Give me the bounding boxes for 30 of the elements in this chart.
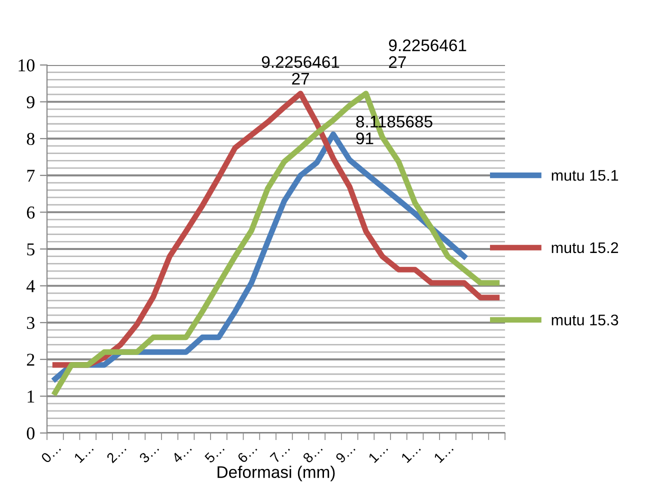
y-tick-label: 10 [18,59,35,72]
x-tick-label: 6… [236,442,258,464]
y-tick-label: 3 [27,316,34,330]
x-tick-label: 8… [302,442,323,464]
y-tick-label: 4 [26,280,35,292]
x-tick-label: 7… [270,443,290,464]
legend-label: mutu 15.2 [552,242,618,254]
x-axis-title: Deformasi (mm) [218,466,335,482]
x-tick-label: 3… [138,442,160,464]
y-tick-label: 1 [28,390,34,402]
x-tick-label: 4… [171,443,192,464]
data-label: 9.225646127 [388,39,466,68]
x-tick-label: 1… [400,443,421,463]
x-tick-label: 1… [368,443,388,463]
x-tick-label: 1… [74,443,94,463]
x-tick-label: 5… [204,443,225,464]
x-tick-label: 0… [40,442,62,464]
y-tick-label: 0 [26,427,35,440]
y-tick-label: 9 [26,96,34,108]
y-tick-label: 6 [26,206,35,219]
y-tick-label: 7 [27,170,35,182]
x-tick-label: 1… [434,443,454,463]
y-tick-label: 2 [26,354,34,366]
data-label: 9.225646127 [262,56,340,84]
legend-label: mutu 15.1 [552,170,618,181]
y-tick-label: 5 [27,243,34,256]
legend-label: mutu 15.3 [552,314,618,326]
y-tick-label: 8 [26,132,35,146]
x-tick-label: 9… [335,442,356,464]
x-tick-label: 2… [106,442,126,464]
